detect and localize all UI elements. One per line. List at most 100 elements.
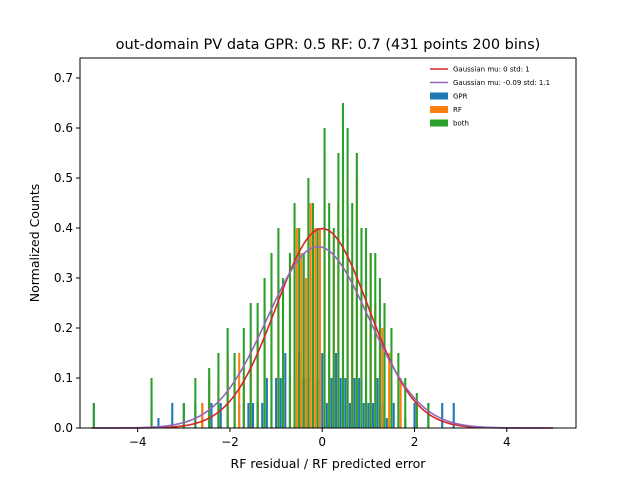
y-tick-label-5: 0.5: [54, 171, 73, 185]
bar-rf-34: [388, 353, 391, 428]
x-axis-label: RF residual / RF predicted error: [231, 456, 427, 471]
bar-both-2: [182, 403, 185, 428]
y-axis: 0.0 0.1 0.2 0.3 0.4 0.5 0.6 0.7: [54, 71, 80, 435]
bar-both-35: [383, 303, 386, 428]
bar-gpr-21: [284, 353, 287, 428]
x-tick-label-1: −2: [221, 435, 239, 449]
bar-gpr-36: [353, 378, 356, 428]
y-tick-label-7: 0.7: [54, 71, 73, 85]
bar-both-40: [427, 403, 430, 428]
bar-both-4: [208, 368, 211, 428]
chart-title: out-domain PV data GPR: 0.5 RF: 0.7 (431…: [116, 37, 541, 53]
bar-gpr-46: [413, 403, 416, 428]
bar-both-3: [194, 378, 197, 428]
bar-both-6: [226, 328, 229, 428]
bar-both-38: [404, 378, 407, 428]
bar-gpr-14: [251, 403, 255, 428]
x-tick-label-3: 2: [411, 435, 419, 449]
bar-both-10: [256, 303, 259, 428]
y-tick-label-6: 0.6: [54, 121, 73, 135]
legend-label-both: both: [453, 120, 469, 128]
bar-both-1: [150, 378, 153, 428]
bar-gpr-49: [452, 403, 455, 428]
bar-gpr-31: [330, 378, 333, 428]
bar-both-27: [346, 128, 349, 428]
bar-gpr-8: [219, 403, 222, 428]
gaussian-curve-2: [91, 245, 553, 429]
bar-gpr-19: [275, 378, 278, 428]
bar-both-32: [369, 253, 372, 428]
bar-both-9: [249, 303, 252, 428]
bar-both-29: [355, 153, 358, 428]
bar-rf-19: [314, 228, 317, 428]
bar-both-22: [323, 128, 326, 428]
bar-both-11: [263, 278, 266, 428]
y-axis-label: Normalized Counts: [27, 184, 42, 303]
legend-label-gaussian-1: Gaussian mu: 0 std: 1: [453, 66, 530, 74]
bar-gpr-16: [261, 403, 264, 428]
bar-gpr-48: [441, 403, 444, 428]
bar-both-17: [298, 228, 301, 428]
plot-frame: [79, 57, 577, 429]
bar-both-28: [351, 203, 354, 428]
bar-gpr-41: [376, 378, 379, 428]
bar-both-21: [316, 228, 319, 428]
legend-box: [425, 62, 572, 134]
bar-both-13: [277, 228, 280, 428]
x-tick-label-0: −4: [129, 435, 147, 449]
bar-rf-16: [300, 253, 303, 428]
bar-rf-15: [295, 228, 298, 428]
bar-rf-33: [381, 328, 384, 428]
bar-both-14: [281, 278, 285, 428]
bar-rf-18: [309, 203, 312, 428]
bar-gpr-33: [339, 378, 342, 428]
bar-both-15: [288, 253, 291, 428]
y-tick-label-0: 0.0: [54, 421, 73, 435]
bar-gpr-40: [371, 403, 375, 428]
bar-gpr-34: [344, 378, 347, 428]
legend-swatch-both: [430, 119, 448, 127]
bar-gpr-39: [367, 403, 370, 428]
legend-label-gpr: GPR: [453, 93, 468, 101]
bar-gpr-20: [279, 378, 282, 428]
legend-swatch-rf: [430, 106, 448, 113]
bar-gpr-30: [325, 403, 328, 428]
x-axis: −4 −2 0 2 4: [129, 428, 511, 449]
bar-gpr-38: [362, 403, 365, 428]
bar-gpr-35: [348, 403, 351, 428]
bar-both-25: [337, 153, 340, 428]
bar-both-12: [270, 253, 273, 428]
bar-rf-20: [318, 228, 321, 428]
bar-gpr-37: [358, 378, 361, 428]
bar-rf-17: [305, 278, 308, 428]
bar-both-39: [415, 393, 418, 428]
bar-both-31: [365, 228, 368, 428]
bar-both-37: [397, 353, 400, 428]
y-tick-label-2: 0.2: [54, 321, 73, 335]
bar-both-30: [360, 228, 363, 428]
bars-layer: [92, 103, 455, 428]
x-tick-label-2: 0: [318, 435, 326, 449]
bar-both-20: [311, 203, 315, 428]
bar-both-19: [307, 178, 310, 428]
y-tick-label-1: 0.1: [54, 371, 73, 385]
bar-rf-35: [399, 378, 402, 428]
bar-gpr-3: [171, 403, 174, 428]
bar-gpr-2: [157, 418, 160, 428]
bar-gpr-29: [321, 353, 324, 428]
bar-both-7: [233, 353, 236, 428]
legend: Gaussian mu: 0 std: 1 Gaussian mu: -0.09 …: [425, 62, 572, 134]
bar-both-0: [92, 403, 95, 428]
bar-both-33: [374, 253, 377, 428]
bar-gpr-44: [392, 403, 395, 428]
legend-label-gaussian-2: Gaussian mu: -0.09 std: 1.1: [453, 79, 550, 87]
bar-both-24: [332, 228, 335, 428]
bar-both-36: [390, 328, 393, 428]
bar-both-8: [242, 328, 245, 428]
curves-layer: [91, 227, 553, 429]
bar-both-34: [378, 278, 381, 428]
bar-gpr-17: [265, 378, 268, 428]
x-tick-label-4: 4: [503, 435, 511, 449]
bar-both-23: [328, 203, 331, 428]
